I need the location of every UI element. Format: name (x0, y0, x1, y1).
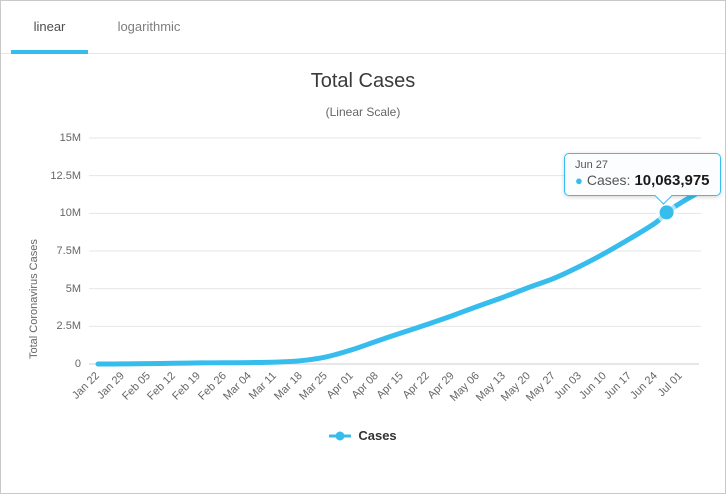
tooltip-row: ● Cases: 10,063,975 (575, 172, 710, 189)
legend-line-marker-icon (329, 431, 352, 440)
legend-item-cases[interactable]: Cases (1, 428, 725, 443)
y-axis-label: 2.5M (56, 320, 81, 333)
y-axis-label: 7.5M (56, 245, 81, 257)
point-marker[interactable] (659, 205, 674, 220)
tab-logarithmic[interactable]: logarithmic (117, 19, 181, 34)
tab-linear[interactable]: linear (33, 19, 66, 34)
y-axis-label: 10M (59, 207, 81, 220)
series-dot-icon: ● (575, 173, 583, 188)
y-axis-label: 15M (59, 132, 81, 144)
plot-area[interactable] (89, 137, 704, 367)
chart-title: Total Cases (310, 70, 416, 92)
y-axis-label: 5M (65, 282, 81, 295)
tooltip: Jun 27 ● Cases: 10,063,975 (564, 153, 721, 205)
active-tab-underline (11, 50, 88, 54)
tooltip-date: Jun 27 (575, 159, 609, 171)
chart-subtitle: (Linear Scale) (325, 105, 401, 119)
legend-label: Cases (358, 428, 397, 443)
tab-bar: linear logarithmic (1, 1, 725, 54)
tooltip-series-label: Cases: (586, 172, 631, 188)
y-axis-label: 12.5M (50, 169, 81, 182)
cases-line[interactable] (95, 188, 704, 367)
tooltip-value: 10,063,975 (634, 172, 710, 189)
y-axis-label: 0 (74, 358, 81, 370)
